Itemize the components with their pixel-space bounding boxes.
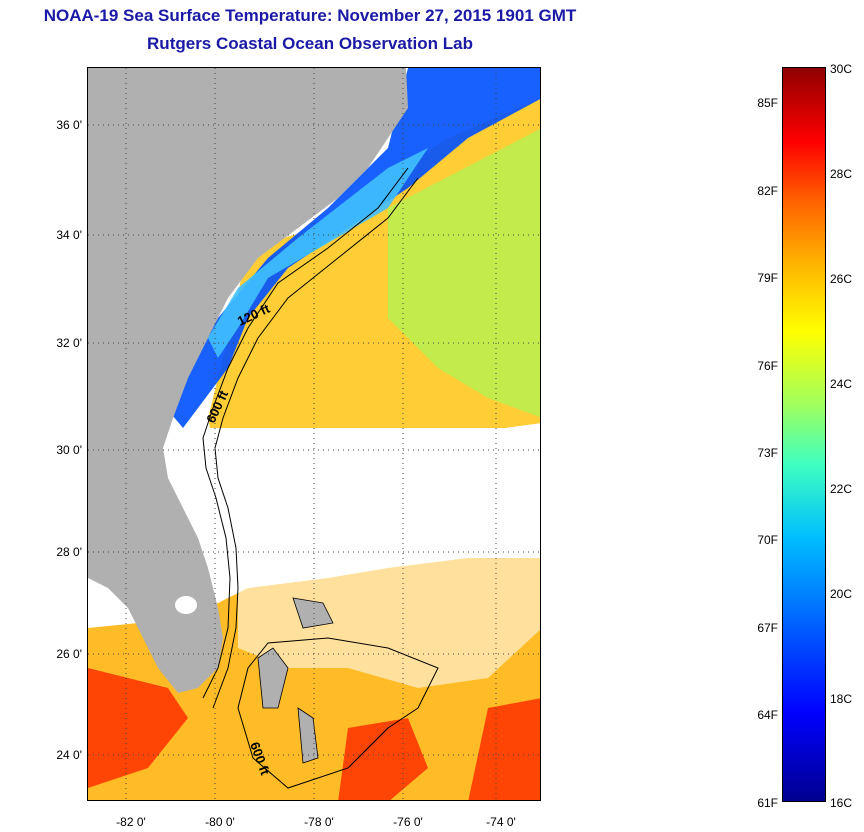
bahamas-island-1 xyxy=(257,647,289,709)
colorbar-c-16: 16C xyxy=(830,796,853,810)
no-data-region xyxy=(208,428,540,558)
lon-label-82: -82 0' xyxy=(116,815,146,829)
colorbar-c-28: 28C xyxy=(830,167,853,181)
land-mass xyxy=(88,68,408,693)
map-title: NOAA-19 Sea Surface Temperature: Novembe… xyxy=(43,6,577,25)
contour-120ft xyxy=(202,167,409,699)
lat-label-34: 34 0' xyxy=(56,228,82,242)
sst-map: 120 ft 600 ft 600 ft xyxy=(87,67,541,801)
lake-okeechobee xyxy=(175,596,197,614)
lat-label-24: 24 0' xyxy=(56,748,82,762)
lon-label-74: -74 0' xyxy=(486,815,516,829)
colorbar-f-67: 67F xyxy=(757,621,778,635)
colorbar-f-73: 73F xyxy=(757,446,778,460)
sst-map-svg: 120 ft 600 ft 600 ft xyxy=(88,68,540,800)
lat-label-32: 32 0' xyxy=(56,336,82,350)
lat-label-36: 36 0' xyxy=(56,118,82,132)
colorbar-f-85: 85F xyxy=(757,96,778,110)
colorbar-c-18: 18C xyxy=(830,692,853,706)
colorbar-c-30: 30C xyxy=(830,62,853,76)
colorbar-c-22: 22C xyxy=(830,482,853,496)
lon-label-76: -76 0' xyxy=(393,815,423,829)
bahamas-island-2 xyxy=(297,707,319,764)
colorbar-c-26: 26C xyxy=(830,272,853,286)
colorbar-c-24: 24C xyxy=(830,377,853,391)
colorbar-f-70: 70F xyxy=(757,533,778,547)
lat-label-26: 26 0' xyxy=(56,647,82,661)
colorbar-c-20: 20C xyxy=(830,587,853,601)
sst-green-region xyxy=(388,129,540,418)
sst-clear-south xyxy=(238,538,540,688)
map-subtitle: Rutgers Coastal Ocean Observation Lab xyxy=(147,34,473,53)
colorbar-f-64: 64F xyxy=(757,708,778,722)
lat-label-30: 30 0' xyxy=(56,443,82,457)
sst-cold-coast xyxy=(158,68,540,428)
colorbar-f-76: 76F xyxy=(757,359,778,373)
temperature-colorbar xyxy=(782,67,826,802)
colorbar-f-79: 79F xyxy=(757,271,778,285)
colorbar-f-61: 61F xyxy=(757,796,778,810)
lon-label-78: -78 0' xyxy=(304,815,334,829)
lon-label-80: -80 0' xyxy=(205,815,235,829)
lat-label-28: 28 0' xyxy=(56,545,82,559)
bahamas-island-3 xyxy=(292,597,334,629)
sst-hot-patches xyxy=(88,668,540,800)
colorbar-f-82: 82F xyxy=(757,184,778,198)
graticule xyxy=(88,68,540,800)
sst-cold-coast-light xyxy=(208,148,428,358)
